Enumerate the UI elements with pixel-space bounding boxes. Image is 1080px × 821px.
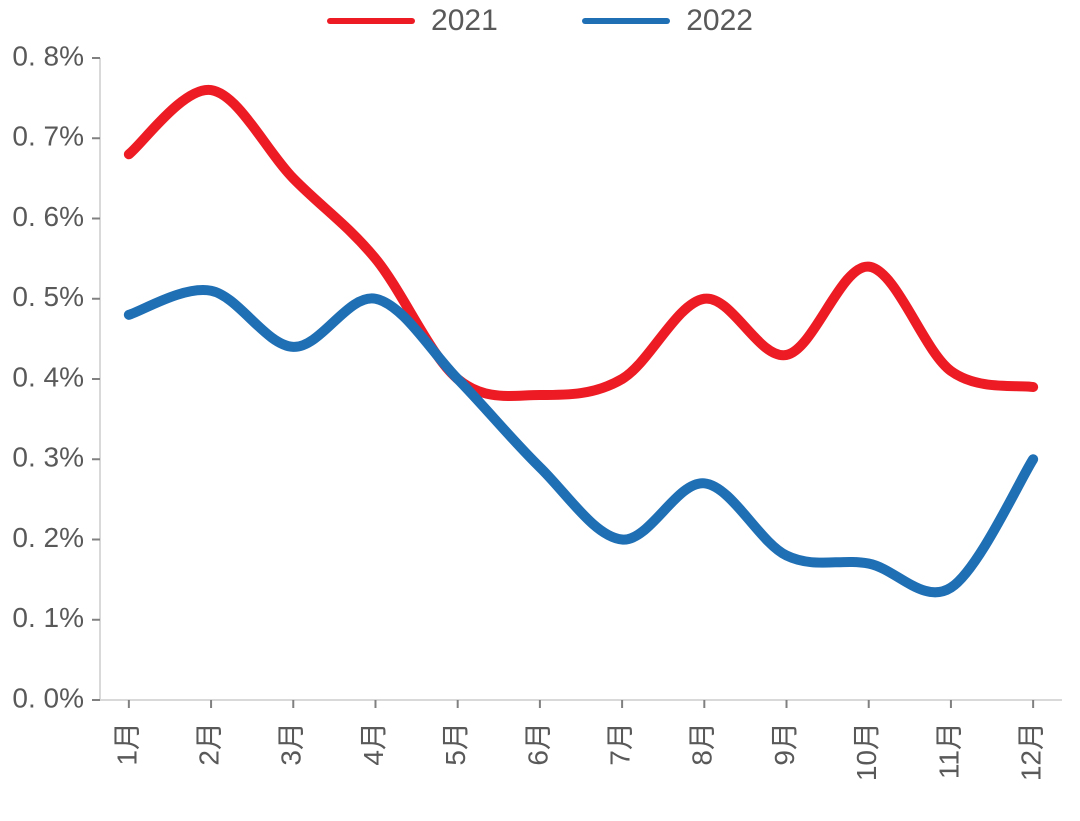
line-chart: 2021 2022 0. 0% 0. 1% 0. 2% 0. 3% 0. 4% 0. 5%…	[0, 0, 1080, 821]
legend-swatch-2021	[327, 18, 415, 24]
series-2022	[129, 290, 1033, 592]
legend-label-2021: 2021	[431, 4, 498, 38]
legend-item-2022: 2022	[582, 4, 753, 38]
x-tick-label: 8月	[687, 722, 718, 766]
legend-item-2021: 2021	[327, 4, 498, 38]
x-tick-label: 7月	[604, 722, 635, 766]
legend: 2021 2022	[0, 4, 1080, 38]
x-tick-label: 1月	[111, 722, 142, 766]
series-2021	[129, 90, 1033, 396]
legend-swatch-2022	[582, 18, 670, 24]
legend-label-2022: 2022	[686, 4, 753, 38]
chart-svg: 0. 0% 0. 1% 0. 2% 0. 3% 0. 4% 0. 5% 0. 6% 0. 7%…	[0, 0, 1080, 821]
y-tick-label: 0. 5%	[12, 281, 84, 312]
x-tick-label: 4月	[358, 722, 389, 766]
x-tick-label: 3月	[276, 722, 307, 766]
x-tick-label: 6月	[522, 722, 553, 766]
y-tick-label: 0. 6%	[12, 201, 84, 232]
y-tick-label: 0. 3%	[12, 442, 84, 473]
x-tick-label: 9月	[769, 722, 800, 766]
x-tick-label: 2月	[193, 722, 224, 766]
y-tick-label: 0. 1%	[12, 602, 84, 633]
x-tick-label: 12月	[1016, 722, 1047, 781]
y-tick-label: 0. 8%	[12, 40, 84, 71]
y-tick-label: 0. 4%	[12, 361, 84, 392]
y-tick-label: 0. 2%	[12, 522, 84, 553]
x-tick-label: 5月	[440, 722, 471, 766]
y-tick-label: 0. 7%	[12, 121, 84, 152]
x-tick-label: 10月	[851, 722, 882, 781]
x-tick-label: 11月	[933, 722, 964, 779]
y-tick-label: 0. 0%	[12, 682, 84, 713]
